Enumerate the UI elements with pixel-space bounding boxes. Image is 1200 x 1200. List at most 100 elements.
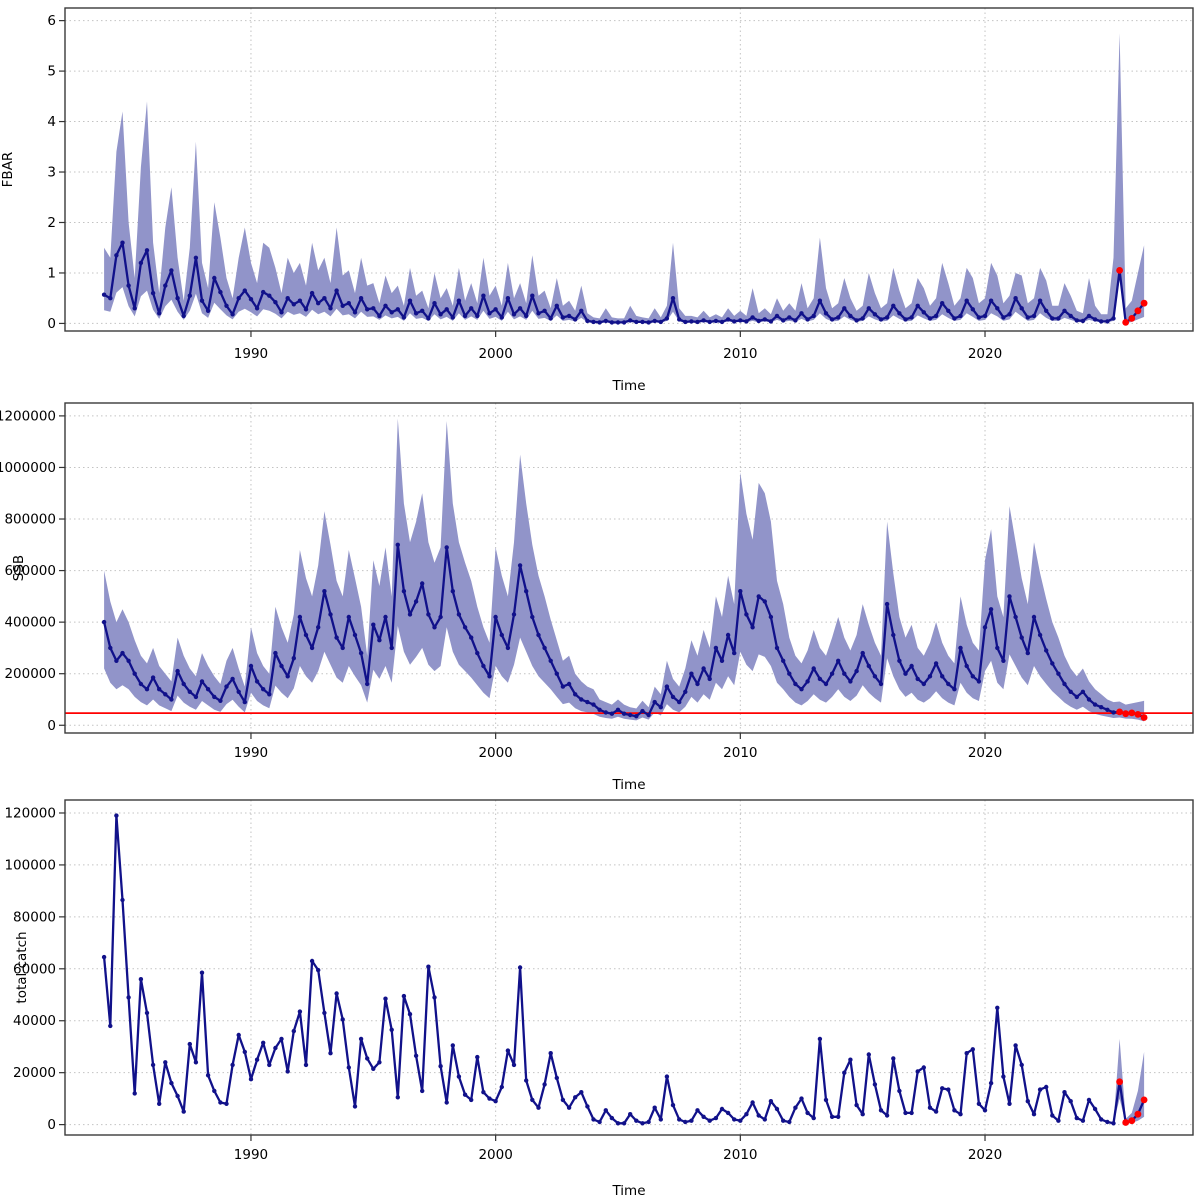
data-point bbox=[1080, 1118, 1086, 1123]
confidence-band bbox=[1113, 1038, 1145, 1124]
data-point bbox=[964, 1051, 969, 1056]
data-point bbox=[1025, 1099, 1031, 1104]
data-point bbox=[756, 594, 761, 599]
y-tick-label: 600000 bbox=[4, 563, 56, 579]
data-point bbox=[1074, 1115, 1080, 1121]
data-point bbox=[817, 676, 823, 682]
data-point bbox=[848, 679, 853, 684]
data-point bbox=[836, 315, 841, 320]
data-point bbox=[138, 260, 144, 266]
data-point bbox=[303, 632, 309, 638]
data-point bbox=[1111, 1121, 1116, 1126]
forecast-points bbox=[1116, 708, 1148, 721]
x-tick-label: 2000 bbox=[478, 745, 512, 761]
data-point bbox=[915, 676, 920, 682]
data-point bbox=[933, 661, 939, 666]
data-point bbox=[1105, 319, 1110, 324]
data-point bbox=[1013, 614, 1018, 620]
data-point bbox=[346, 301, 351, 306]
data-point bbox=[1068, 689, 1073, 694]
data-point bbox=[542, 1082, 547, 1087]
data-point bbox=[591, 702, 596, 707]
data-point bbox=[646, 712, 651, 718]
data-point bbox=[707, 1118, 712, 1123]
data-point bbox=[316, 301, 321, 306]
data-point bbox=[683, 689, 688, 694]
data-point bbox=[554, 303, 559, 308]
data-point bbox=[101, 619, 107, 625]
data-point bbox=[872, 1082, 878, 1087]
data-point bbox=[1001, 658, 1006, 663]
data-points bbox=[101, 240, 1116, 325]
data-point bbox=[701, 318, 706, 323]
data-point bbox=[242, 1049, 247, 1055]
forecast-point bbox=[1128, 315, 1136, 322]
forecast-point bbox=[1140, 299, 1148, 307]
data-point bbox=[187, 1041, 192, 1047]
data-point bbox=[377, 313, 382, 319]
data-point bbox=[817, 298, 823, 303]
data-point bbox=[469, 306, 474, 311]
data-point bbox=[744, 612, 749, 617]
data-point bbox=[725, 317, 731, 322]
y-tick-label: 200000 bbox=[4, 666, 56, 682]
data-point bbox=[1031, 313, 1037, 319]
data-point bbox=[236, 296, 241, 301]
data-point bbox=[444, 545, 449, 550]
data-point bbox=[603, 1108, 608, 1113]
data-point bbox=[187, 689, 192, 694]
data-point bbox=[677, 699, 682, 705]
y-tick-label: 1200000 bbox=[0, 408, 56, 424]
x-tick-label: 1990 bbox=[234, 346, 268, 362]
data-point bbox=[285, 1069, 290, 1074]
data-point bbox=[1044, 308, 1049, 313]
data-point bbox=[218, 698, 223, 703]
data-point bbox=[982, 625, 988, 630]
data-points bbox=[101, 813, 1116, 1126]
data-point bbox=[462, 1092, 468, 1097]
data-point bbox=[383, 996, 388, 1001]
data-point bbox=[340, 645, 345, 651]
data-point bbox=[603, 318, 608, 324]
data-point bbox=[909, 1110, 914, 1116]
panel-background bbox=[65, 8, 1193, 331]
data-point bbox=[988, 607, 994, 612]
data-point bbox=[897, 311, 902, 316]
data-point bbox=[505, 296, 511, 301]
data-point bbox=[230, 312, 235, 317]
data-point bbox=[322, 589, 327, 594]
data-point bbox=[438, 614, 443, 620]
data-point bbox=[1050, 661, 1055, 666]
data-point bbox=[1080, 689, 1086, 694]
data-point bbox=[664, 684, 670, 689]
data-point bbox=[169, 697, 174, 702]
panel-box bbox=[64, 402, 1194, 734]
data-point bbox=[389, 310, 394, 315]
data-point bbox=[787, 315, 792, 320]
data-point bbox=[823, 681, 829, 687]
data-point bbox=[530, 293, 535, 298]
data-point bbox=[1025, 650, 1031, 656]
x-tick-label: 2010 bbox=[723, 745, 757, 761]
data-point bbox=[542, 308, 547, 313]
data-point bbox=[799, 311, 804, 316]
data-point bbox=[144, 687, 150, 692]
data-point bbox=[1013, 296, 1018, 301]
data-point bbox=[1037, 1087, 1043, 1092]
data-point bbox=[781, 658, 786, 663]
data-point bbox=[456, 1074, 462, 1079]
data-point bbox=[805, 317, 810, 322]
confidence-band bbox=[104, 33, 1145, 324]
data-point bbox=[248, 663, 254, 669]
data-point bbox=[291, 1028, 296, 1034]
data-point bbox=[940, 674, 945, 679]
data-point bbox=[811, 666, 816, 671]
data-point bbox=[157, 687, 162, 692]
y-tick-label: 2 bbox=[47, 215, 56, 231]
data-point bbox=[322, 1010, 327, 1016]
y-tick-label: 400000 bbox=[4, 615, 56, 631]
data-point bbox=[781, 318, 786, 323]
data-point bbox=[279, 1036, 284, 1042]
data-point bbox=[652, 318, 657, 324]
data-point bbox=[615, 707, 621, 712]
